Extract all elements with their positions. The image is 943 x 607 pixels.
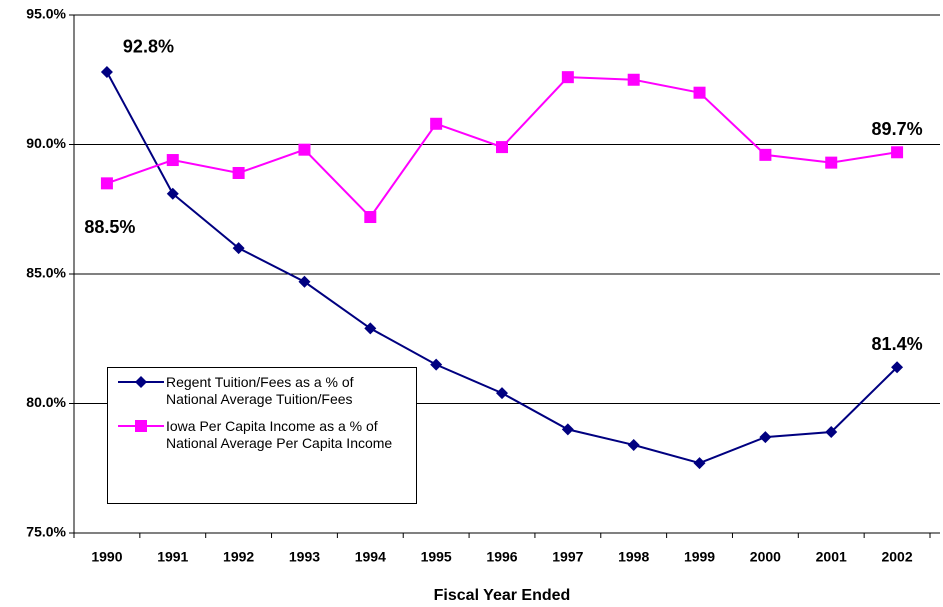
y-tick-label: 80.0% [26, 394, 66, 410]
legend: Regent Tuition/Fees as a % of National A… [107, 367, 417, 504]
y-tick-label: 85.0% [26, 265, 66, 281]
x-tick-label: 1990 [91, 549, 122, 565]
legend-swatch [118, 420, 164, 432]
x-tick-label: 1999 [684, 549, 715, 565]
data-label: 81.4% [872, 334, 923, 354]
x-tick-label: 2001 [816, 549, 847, 565]
point [298, 275, 311, 288]
legend-item: Iowa Per Capita Income as a % of Nationa… [116, 418, 408, 452]
x-tick-label: 1991 [157, 549, 188, 565]
point [825, 425, 838, 438]
legend-label: Regent Tuition/Fees as a % of National A… [166, 374, 354, 407]
data-label: 92.8% [123, 37, 174, 57]
point [166, 154, 179, 167]
point [166, 187, 179, 200]
point [759, 148, 772, 161]
point [627, 73, 640, 86]
y-tick-label: 75.0% [26, 524, 66, 540]
x-tick-label: 2002 [881, 549, 912, 565]
point [496, 141, 508, 154]
point [135, 420, 147, 432]
point [135, 376, 147, 388]
point [430, 358, 443, 371]
point [298, 143, 311, 156]
point [891, 361, 904, 374]
x-axis-title: Fiscal Year Ended [434, 587, 571, 604]
point [825, 156, 838, 169]
x-tick-label: 2000 [750, 549, 781, 565]
x-tick-label: 1998 [618, 549, 649, 565]
legend-label: Iowa Per Capita Income as a % of Nationa… [166, 418, 393, 451]
y-tick-label: 90.0% [26, 135, 66, 151]
x-tick-label: 1992 [223, 549, 254, 565]
point [627, 438, 640, 451]
point [561, 71, 574, 84]
x-tick-label: 1995 [421, 549, 452, 565]
point [430, 117, 443, 130]
point [100, 177, 113, 190]
x-tick-label: 1994 [355, 549, 386, 565]
point [232, 166, 245, 179]
legend-item: Regent Tuition/Fees as a % of National A… [116, 374, 408, 408]
x-tick-label: 1996 [486, 549, 517, 565]
y-tick-label: 95.0% [26, 6, 66, 22]
point [496, 387, 508, 400]
point [364, 322, 377, 335]
data-label: 89.7% [872, 119, 923, 139]
data-label: 88.5% [84, 217, 135, 237]
point [364, 211, 377, 224]
x-tick-label: 1993 [289, 549, 320, 565]
point [100, 65, 113, 78]
point [561, 423, 574, 436]
point [759, 431, 772, 444]
point [693, 457, 706, 470]
point [891, 146, 904, 159]
point [232, 242, 245, 255]
legend-swatch [118, 376, 164, 388]
point [693, 86, 706, 99]
x-tick-label: 1997 [552, 549, 583, 565]
